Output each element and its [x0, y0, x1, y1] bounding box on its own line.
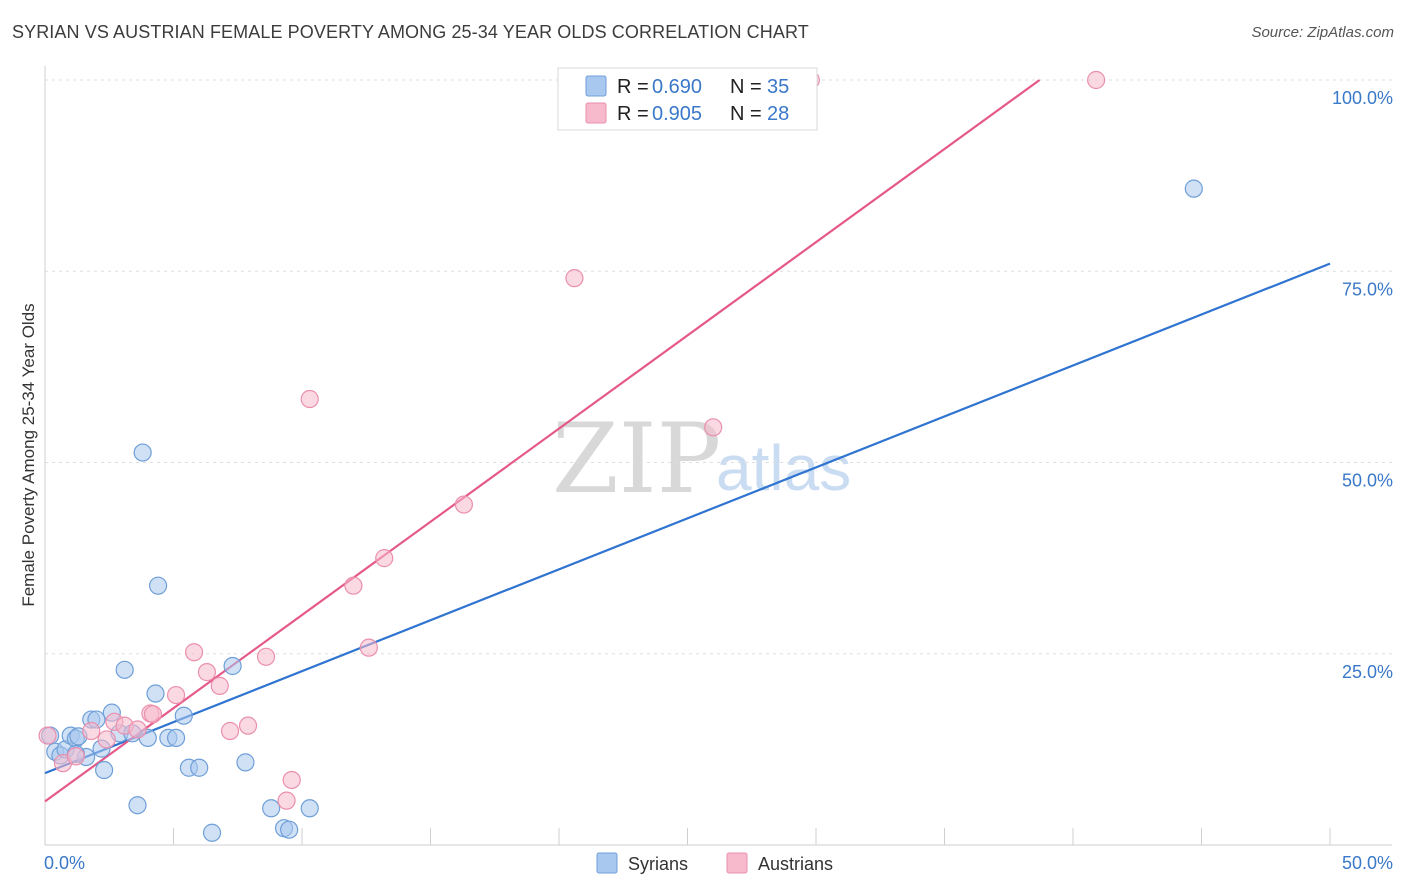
point-austrians — [143, 705, 163, 724]
legend-n-value-austrians: 28 — [767, 103, 789, 125]
point-austrians — [184, 643, 204, 662]
point-austrians — [66, 747, 85, 766]
correlation-legend: R = 0.690 N = 35 R = 0.905 N = 28 — [557, 67, 818, 131]
point-syrians — [262, 799, 281, 818]
series-legend: Syrians Austrians — [596, 852, 833, 874]
legend-r-label-syrians: R = — [617, 76, 649, 98]
legend-r-value-austrians: 0.905 — [652, 103, 702, 125]
point-syrians — [166, 728, 186, 748]
y-tick-label: 75.0% — [1342, 279, 1393, 299]
point-austrians — [704, 418, 723, 437]
watermark-atlas: atlas — [716, 432, 851, 504]
point-syrians — [223, 656, 242, 676]
point-syrians — [115, 660, 134, 679]
point-austrians — [344, 576, 363, 595]
bottom-legend-swatch-austrians — [726, 852, 748, 874]
point-austrians — [565, 269, 584, 288]
point-austrians — [277, 791, 296, 810]
legend-swatch-syrians — [585, 75, 607, 97]
point-syrians — [146, 684, 165, 703]
y-tick-label: 50.0% — [1342, 471, 1393, 491]
legend-n-label-syrians: N = — [730, 76, 762, 98]
trend-lines — [44, 79, 1331, 803]
y-tick-labels: 100.0% 75.0% 50.0% 25.0% — [1332, 88, 1393, 682]
point-austrians — [359, 638, 378, 657]
point-austrians — [256, 647, 276, 666]
trend-line-austrians — [44, 79, 1041, 803]
point-austrians — [220, 721, 240, 741]
point-austrians — [197, 663, 217, 682]
legend-r-label-austrians: R = — [617, 103, 649, 125]
y-tick-label: 100.0% — [1332, 88, 1393, 108]
chart-title: SYRIAN VS AUSTRIAN FEMALE POVERTY AMONG … — [12, 22, 809, 42]
data-points — [38, 70, 1203, 842]
point-syrians — [148, 576, 168, 595]
point-austrians — [282, 770, 301, 790]
point-syrians — [236, 753, 255, 772]
point-austrians — [375, 549, 394, 568]
point-austrians — [38, 726, 57, 745]
point-austrians — [238, 716, 258, 735]
point-austrians — [210, 676, 229, 695]
axes — [44, 66, 1392, 846]
point-syrians — [202, 823, 222, 842]
legend-n-label-austrians: N = — [730, 103, 762, 125]
source-label: Source: ZipAtlas.com — [1251, 24, 1394, 41]
x-tick-min: 0.0% — [44, 853, 85, 873]
legend-n-value-syrians: 35 — [767, 76, 789, 98]
point-austrians — [166, 685, 186, 705]
legend-swatch-austrians — [585, 102, 607, 124]
point-syrians — [1184, 179, 1203, 198]
gridlines — [45, 79, 1392, 655]
point-syrians — [190, 758, 209, 777]
point-syrians — [280, 820, 299, 839]
point-austrians — [82, 721, 101, 741]
x-tick-max: 50.0% — [1342, 853, 1393, 873]
point-austrians — [128, 720, 147, 739]
legend-r-value-syrians: 0.690 — [652, 76, 702, 98]
point-syrians — [133, 443, 152, 462]
point-syrians — [95, 760, 114, 780]
point-austrians — [1087, 70, 1106, 90]
y-tick-label: 25.0% — [1342, 662, 1393, 682]
bottom-legend-swatch-syrians — [596, 852, 618, 874]
point-austrians — [97, 730, 116, 749]
point-syrians — [174, 706, 193, 725]
point-syrians — [300, 799, 319, 818]
trend-line-syrians — [44, 262, 1331, 775]
point-austrians — [454, 495, 474, 514]
point-syrians — [128, 796, 147, 815]
watermark-zip: ZIP — [552, 403, 721, 515]
bottom-legend-label-syrians: Syrians — [628, 854, 688, 874]
point-austrians — [300, 389, 319, 409]
y-axis-title: Female Poverty Among 25-34 Year Olds — [19, 303, 38, 606]
bottom-legend-label-austrians: Austrians — [758, 854, 833, 874]
